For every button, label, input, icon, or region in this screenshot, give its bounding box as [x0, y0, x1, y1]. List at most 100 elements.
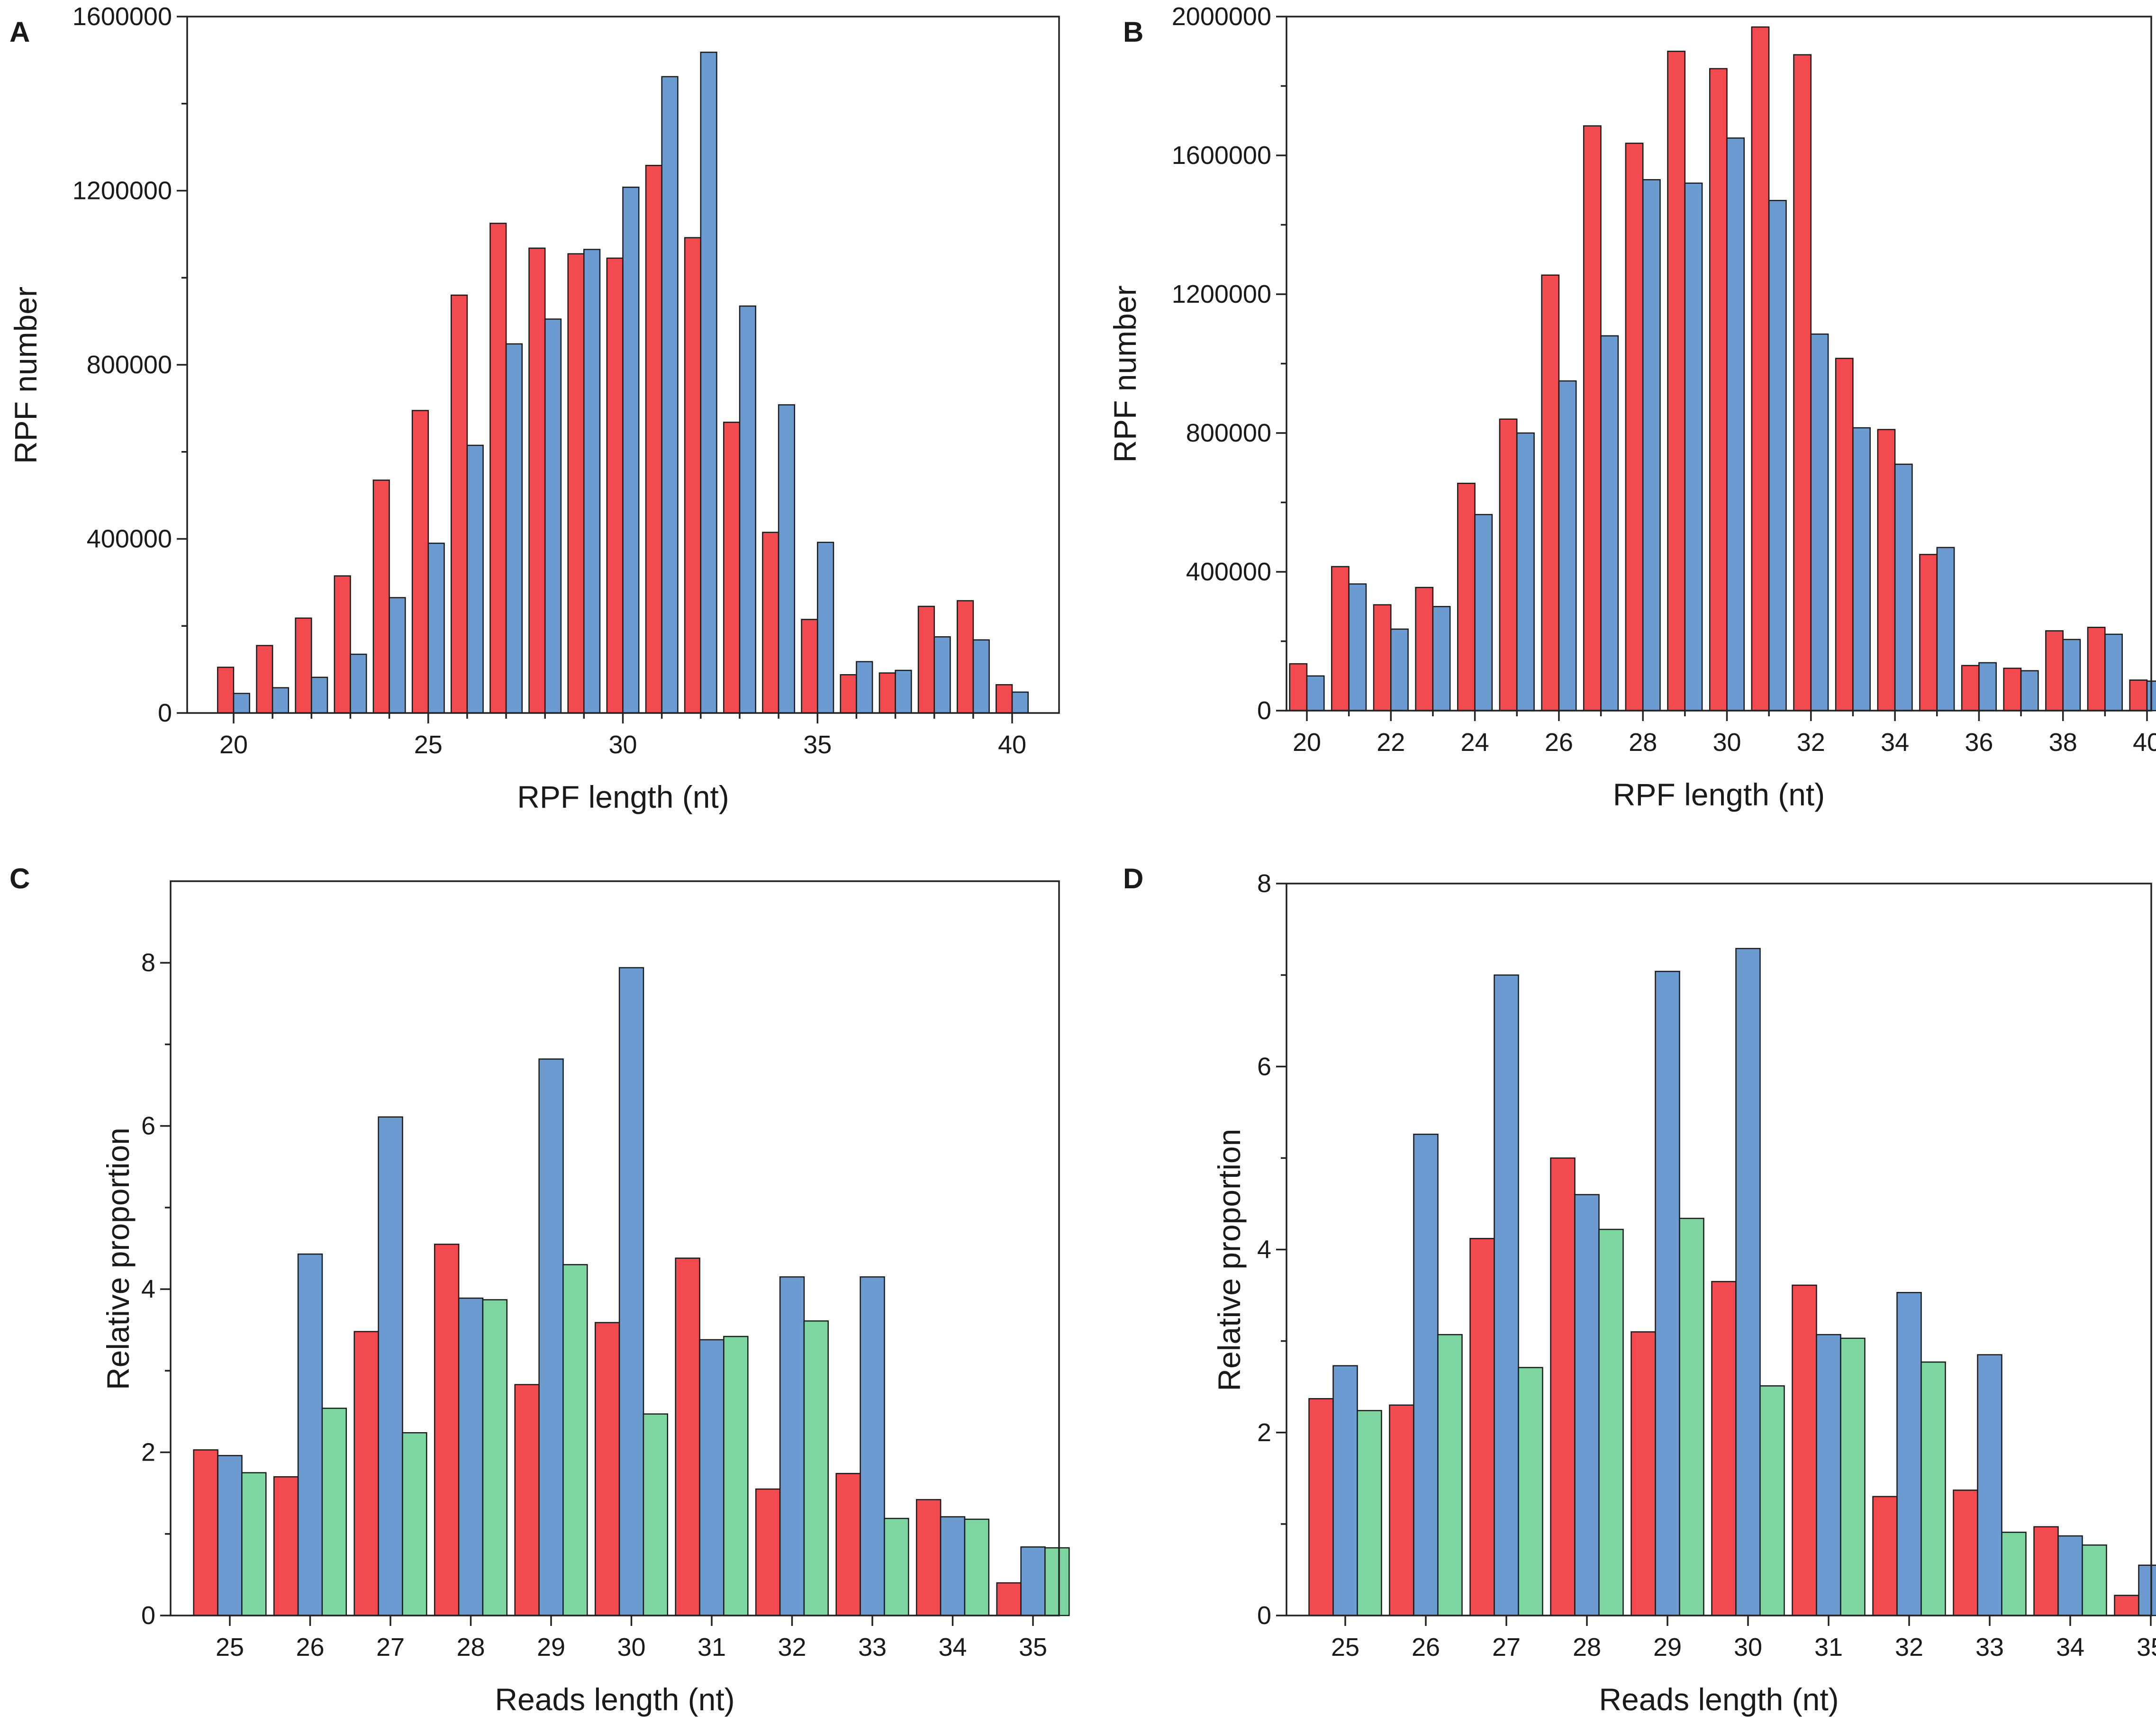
chart-panel-a: A 0 400000 800000 1200000 1600000 20 25 30 35 40 RP…	[8, 2, 1060, 814]
x-tick-label: 25	[414, 731, 443, 759]
bar-red-22	[295, 617, 312, 714]
bar-red-33	[1953, 1489, 1978, 1616]
x-axis-title: Reads length (nt)	[495, 1682, 734, 1717]
bar-blue-35	[1020, 1546, 1046, 1616]
x-tick-label: 40	[2133, 728, 2156, 757]
bar-red-32	[684, 237, 702, 714]
bar-red-31	[1751, 26, 1770, 712]
bar-blue-33	[1977, 1354, 2002, 1616]
chart-panel-c: C 0 2 4 6 8 25 26 27 28 29 30 31 32 33 34 35 Reads length…	[9, 863, 1070, 1717]
bar-green-28	[482, 1299, 508, 1616]
bar-blue-24	[1474, 514, 1493, 712]
x-tick-label: 26	[296, 1633, 324, 1661]
x-tick-label: 31	[698, 1633, 726, 1661]
bar-blue-29	[538, 1058, 564, 1616]
bar-red-21	[256, 645, 273, 714]
bar-red-32	[755, 1488, 781, 1616]
bar-blue-31	[1816, 1334, 1841, 1616]
y-tick-label: 4	[141, 1275, 155, 1303]
y-tick-label: 4	[1257, 1236, 1271, 1264]
bar-green-27	[1518, 1367, 1543, 1616]
bar-blue-25	[217, 1455, 243, 1616]
x-tick-label: 28	[456, 1633, 485, 1661]
bar-blue-29	[583, 249, 601, 714]
bar-red-29	[514, 1384, 540, 1616]
bar-green-26	[321, 1408, 347, 1616]
bar-blue-34	[1894, 463, 1913, 712]
x-tick-label: 32	[1797, 728, 1825, 757]
x-tick-label: 34	[2056, 1633, 2084, 1661]
bar-red-27	[489, 223, 507, 714]
bar-blue-26	[1413, 1133, 1439, 1616]
bar-blue-25	[1516, 432, 1535, 712]
bar-red-30	[1711, 1281, 1737, 1616]
bar-blue-30	[1726, 137, 1745, 712]
y-tick-label: 1200000	[72, 177, 172, 205]
y-axis-title: RPF number	[8, 287, 43, 464]
bar-red-37	[2003, 668, 2022, 712]
bar-blue-29	[1655, 971, 1680, 1616]
panel-label: D	[1123, 863, 1143, 894]
bar-red-20	[1289, 663, 1308, 712]
x-tick-label: 24	[1461, 728, 1489, 757]
x-tick-label: 35	[1019, 1633, 1047, 1661]
bar-blue-30	[622, 186, 640, 714]
y-tick-label: 1200000	[1172, 280, 1271, 308]
bar-green-29	[562, 1264, 588, 1616]
bar-blue-30	[618, 967, 644, 1616]
bar-green-28	[1598, 1228, 1624, 1616]
bar-green-35	[1044, 1547, 1070, 1616]
bar-red-26	[450, 294, 468, 714]
bar-blue-26	[1558, 380, 1577, 712]
bar-blue-25	[1332, 1365, 1358, 1616]
bar-red-33	[835, 1473, 861, 1616]
x-tick-label: 29	[1653, 1633, 1682, 1661]
bar-red-26	[1541, 274, 1560, 712]
bar-red-36	[840, 674, 857, 714]
x-axis-title: RPF length (nt)	[517, 779, 729, 814]
bar-blue-37	[895, 669, 912, 714]
bar-red-23	[334, 575, 351, 714]
x-tick-label: 28	[1573, 1633, 1601, 1661]
bar-green-25	[241, 1472, 267, 1616]
bar-red-28	[1625, 143, 1644, 712]
y-tick-label: 6	[141, 1112, 155, 1140]
x-tick-label: 40	[998, 731, 1026, 759]
y-tick-label: 0	[141, 1601, 155, 1630]
x-tick-label: 20	[219, 731, 248, 759]
chart-panel-b: B 0 400000 800000 1200000 1600000 2000000 20 22 2…	[1107, 2, 2156, 812]
x-tick-label: 35	[2137, 1633, 2156, 1661]
bar-red-26	[273, 1476, 299, 1616]
x-tick-label: 22	[1377, 728, 1405, 757]
bar-blue-26	[297, 1253, 323, 1616]
bar-red-31	[675, 1257, 700, 1616]
bar-blue-27	[378, 1116, 403, 1616]
bar-red-26	[1389, 1404, 1414, 1616]
bar-blue-32	[1896, 1292, 1922, 1616]
bar-blue-31	[1768, 199, 1787, 712]
bar-red-39	[956, 600, 974, 714]
bar-blue-28	[1574, 1194, 1600, 1616]
x-tick-label: 25	[216, 1633, 244, 1661]
bar-green-27	[402, 1432, 427, 1616]
bar-green-25	[1357, 1410, 1382, 1616]
x-tick-label: 31	[1814, 1633, 1843, 1661]
x-tick-label: 32	[778, 1633, 806, 1661]
x-tick-label: 30	[608, 731, 637, 759]
bar-green-34	[964, 1518, 990, 1616]
bar-red-38	[917, 605, 935, 714]
x-tick-label: 29	[537, 1633, 565, 1661]
x-tick-label: 30	[1734, 1633, 1762, 1661]
x-tick-label: 38	[2049, 728, 2077, 757]
bar-red-40	[2129, 679, 2148, 712]
bar-red-27	[1583, 125, 1602, 712]
x-tick-label: 32	[1895, 1633, 1923, 1661]
bar-blue-27	[1494, 974, 1519, 1616]
bar-blue-23	[1432, 606, 1451, 712]
bar-red-34	[915, 1499, 942, 1616]
bar-green-30	[1759, 1385, 1785, 1616]
x-tick-label: 20	[1293, 728, 1321, 757]
bar-blue-30	[1735, 948, 1761, 1616]
bar-blue-34	[940, 1516, 966, 1616]
bar-red-28	[434, 1244, 460, 1616]
